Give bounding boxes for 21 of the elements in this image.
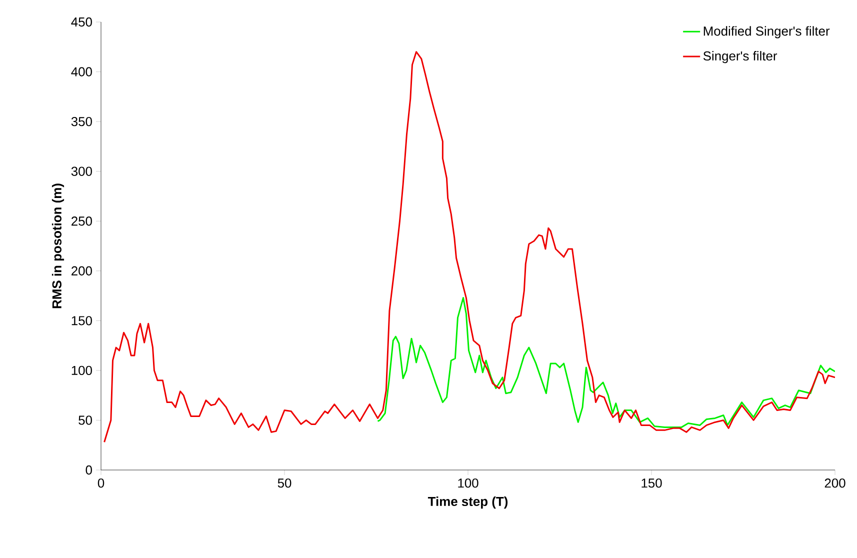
y-tick-label: 100 — [72, 366, 92, 376]
y-tick-label: 250 — [72, 216, 92, 226]
legend-label: Modified Singer's filter — [704, 26, 830, 38]
y-tick-label: 300 — [71, 166, 92, 176]
line-series — [104, 51, 836, 443]
y-tick-label: 450 — [71, 17, 92, 27]
x-tick-label: 100 — [458, 478, 478, 488]
y-tick-label: 400 — [71, 67, 92, 76]
y-tick-label: 200 — [72, 266, 92, 276]
x-tick-label: 50 — [278, 478, 292, 488]
x-tick-label: 200 — [824, 478, 846, 488]
y-tick-label: 350 — [71, 116, 92, 126]
legend-label: Singer's filter — [703, 51, 778, 64]
y-tick-label: 50 — [78, 416, 92, 425]
line-series — [376, 297, 836, 428]
y-tick-label: 0 — [86, 465, 92, 475]
x-axis-title: Time step (T) — [428, 496, 508, 509]
x-tick-label: 0 — [98, 478, 104, 488]
x-tick-label: 150 — [642, 478, 662, 488]
y-axis-title: RMS in posotion (m) — [52, 184, 64, 308]
y-tick-label: 150 — [72, 316, 92, 326]
